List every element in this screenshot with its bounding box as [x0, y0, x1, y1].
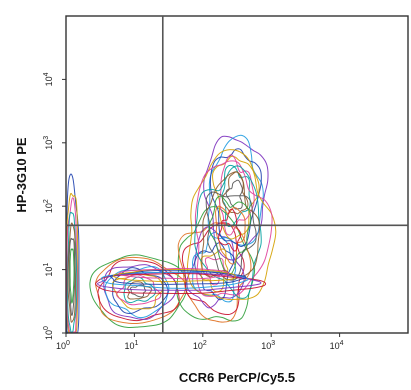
- contour-layer: [66, 134, 277, 334]
- contour-line-p2-22: [215, 205, 246, 265]
- contour-line-p3-4: [67, 222, 76, 323]
- contour-line-p1-8: [123, 276, 156, 304]
- contour-line-p1-6: [111, 272, 164, 310]
- contour-line-p1-3: [103, 264, 178, 320]
- y-tick-label: 103: [43, 136, 54, 150]
- contour-line-p2-8: [203, 135, 269, 261]
- contour-line-streak-1: [97, 271, 262, 291]
- contour-line-p2-15: [225, 179, 243, 210]
- y-axis-title: HP-3G10 PE: [14, 137, 29, 212]
- y-tick-label: 102: [43, 199, 54, 213]
- contour-line-p2-18: [194, 165, 262, 299]
- x-tick-label: 103: [261, 340, 275, 351]
- contour-line-streak-4: [112, 268, 236, 283]
- contour-line-p3-6: [69, 248, 75, 304]
- contour-line-streak-0: [95, 272, 267, 295]
- contour-line-p1-10: [129, 284, 147, 298]
- contour-line-p2-11: [212, 155, 260, 240]
- contour-line-p2-20: [205, 191, 257, 281]
- contour-line-p2-23: [218, 208, 242, 252]
- contour-line-p2-10: [209, 148, 262, 247]
- contour-line-p1-7: [116, 274, 162, 306]
- contour-line-p1-1: [95, 256, 187, 325]
- x-axis-ticks: 100 101 102 103 104: [56, 333, 344, 351]
- plot-frame: [65, 15, 409, 334]
- y-tick-label: 100: [43, 326, 54, 340]
- contour-line-p3-5: [68, 237, 76, 316]
- y-tick-label: 104: [43, 72, 54, 86]
- x-tick-label: 100: [56, 340, 70, 351]
- contour-line-p2-9: [207, 134, 264, 246]
- contour-line-p2-16: [186, 149, 277, 301]
- x-tick-label: 104: [330, 340, 344, 351]
- x-tick-label: 101: [124, 340, 138, 351]
- y-tick-label: 101: [43, 263, 54, 277]
- contour-line-streak-5: [118, 267, 230, 280]
- contour-line-p1-2: [97, 259, 180, 322]
- contour-line-p1-4: [104, 265, 170, 319]
- contour-line-streak-3: [109, 269, 247, 285]
- x-tick-label: 102: [193, 340, 207, 351]
- x-axis-title: CCR6 PerCP/Cy5.5: [179, 370, 295, 385]
- contour-line-p2-21: [209, 195, 252, 276]
- y-axis-ticks: 100 101 102 103 104: [43, 72, 66, 340]
